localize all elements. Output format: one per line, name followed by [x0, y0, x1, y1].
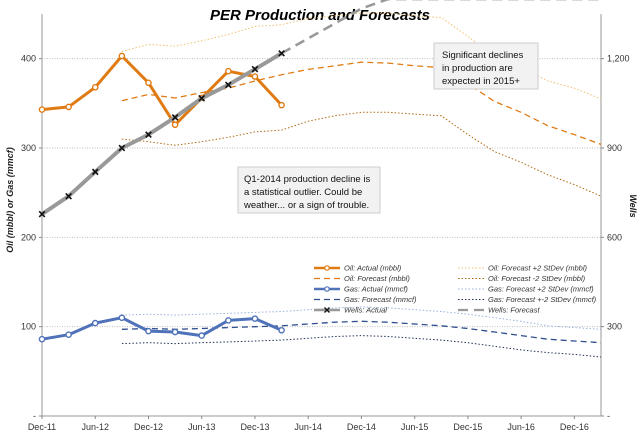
data-point-gas-actual-mmcf — [118, 314, 126, 322]
legend-marker-gas-actual-mmcf — [324, 286, 330, 292]
data-point-oil-actual-mbbl — [38, 106, 46, 113]
series-line-wells-actual — [40, 51, 283, 216]
data-point-oil-actual-mbbl — [278, 101, 285, 109]
data-point-oil-actual-mbbl — [65, 103, 72, 111]
right-axis-title: Wells — [628, 194, 638, 217]
data-point-oil-actual-mbbl — [145, 79, 152, 87]
x-tick-label: Dec-12 — [134, 422, 163, 432]
x-tick-label: Jun-13 — [188, 422, 216, 432]
x-tick-label: Dec-13 — [240, 422, 269, 432]
x-tick-label: Jun-15 — [401, 422, 429, 432]
right-tick-label: 900 — [607, 143, 622, 153]
legend-label-oil-actual-mbbl: Oil: Actual (mbbl) — [344, 264, 402, 273]
series-line-oil-forecast-mbbl — [121, 61, 602, 146]
left-tick-label: 100 — [21, 322, 36, 332]
legend-label-gas-forecast-2-stdev-mmcf: Gas: Forecast +2 StDev (mmcf) — [488, 285, 594, 294]
left-tick-label: - — [33, 411, 36, 421]
legend-label-gas-actual-mmcf: Gas: Actual (mmcf) — [344, 285, 408, 294]
tick-labels: - - 100 300 200 600 300 900 400 1,200 Dec-11 Jun-12… — [21, 54, 630, 432]
right-tick-label: - — [607, 411, 610, 421]
series-line-oil-forecast-2-stdev-mbbl — [121, 12, 602, 100]
annotation-outlier-box — [237, 166, 381, 214]
data-point-wells-actual — [91, 168, 99, 176]
data-point-wells-actual — [65, 192, 72, 200]
legend-label-oil-forecast-2-stdev-mbbl: Oil: Forecast +2 StDev (mbbl) — [488, 264, 587, 273]
data-point-gas-actual-mmcf — [171, 328, 179, 336]
legend-label-oil-forecast-mbbl: Oil: Forecast (mbbl) — [344, 274, 410, 283]
data-point-oil-actual-mbbl — [225, 67, 232, 75]
data-point-gas-actual-mmcf — [198, 332, 206, 339]
data-point-gas-actual-mmcf — [278, 326, 285, 334]
legend: Oil: Actual (mbbl)Oil: Forecast (mbbl) Ga… — [314, 264, 597, 315]
data-point-wells-actual — [198, 94, 206, 102]
right-tick-label: 600 — [607, 232, 622, 242]
x-tick-label: Dec-11 — [28, 422, 56, 432]
series-line-gas-actual-mmcf — [41, 316, 283, 341]
series-line-gas-forecast-2-stdev-mmcf — [121, 306, 602, 330]
data-point-gas-actual-mmcf — [38, 335, 46, 343]
annotation-outlier: Q1-2014 production decline is a statisti… — [237, 166, 381, 214]
series-line-oil-actual-mbbl — [41, 54, 283, 127]
data-point-gas-actual-mmcf — [65, 331, 72, 339]
series-line-gas-forecast-mmcf — [121, 320, 602, 344]
legend-label-wells-actual: Wells: Actual — [344, 306, 387, 315]
data-point-wells-actual — [278, 49, 285, 57]
annotation-decline-line-3: expected in 2015+ — [442, 76, 520, 87]
series-layer — [38, 0, 602, 358]
data-point-oil-actual-mbbl — [118, 52, 126, 60]
data-point-oil-actual-mbbl — [171, 121, 179, 129]
data-point-gas-actual-mmcf — [225, 317, 232, 324]
left-tick-label: 400 — [21, 54, 36, 64]
data-point-wells-actual — [118, 144, 126, 152]
data-point-gas-actual-mmcf — [145, 327, 152, 335]
x-tick-label: Dec-15 — [453, 422, 482, 432]
data-point-wells-actual — [171, 113, 179, 121]
annotation-outlier-line-2: a statistical outlier. Could be — [244, 187, 362, 198]
annotation-decline-line-1: Significant declines — [442, 50, 524, 61]
legend-marker-oil-actual-mbbl — [324, 265, 330, 271]
data-point-wells-actual — [251, 65, 259, 73]
data-point-wells-actual — [224, 81, 232, 89]
data-point-oil-actual-mbbl — [251, 73, 259, 80]
data-point-wells-actual — [38, 210, 46, 218]
x-tick-label: Dec-16 — [560, 422, 589, 432]
left-axis-title: Oil (mbbl) or Gas (mmcf) — [5, 147, 15, 253]
chart-title: PER Production and Forecasts — [210, 7, 430, 24]
legend-label-wells-forecast: Wells: Forecast — [488, 306, 540, 315]
x-tick-label: Jun-14 — [294, 422, 322, 432]
legend-label-oil-forecast-2-stdev-mbbl: Oil: Forecast -2 StDev (mbbl) — [488, 274, 586, 283]
series-line-gas-forecast-2-stdev-mmcf — [121, 335, 602, 358]
annotation-decline-line-2: in production are — [442, 63, 513, 74]
data-point-gas-actual-mmcf — [251, 315, 259, 322]
gridlines — [39, 58, 604, 417]
right-tick-label: 300 — [607, 322, 622, 332]
left-tick-label: 200 — [21, 232, 36, 242]
annotation-decline: Significant declines in production are e… — [433, 42, 539, 90]
data-point-oil-actual-mbbl — [91, 83, 99, 91]
legend-label-gas-forecast-mmcf: Gas: Forecast (mmcf) — [344, 295, 417, 304]
annotation-outlier-line-3: weather... or a sign of trouble. — [243, 200, 369, 211]
annotation-decline-box — [433, 42, 539, 90]
x-tick-label: Jun-16 — [507, 422, 535, 432]
data-point-wells-actual — [145, 131, 152, 138]
x-tick-label: Jun-12 — [81, 422, 109, 432]
x-tick-label: Dec-14 — [347, 422, 376, 432]
right-tick-label: 1,200 — [607, 54, 630, 64]
legend-label-gas-forecast-2-stdev-mmcf: Gas: Forecast +-2 StDev (mmcf) — [488, 295, 597, 304]
left-tick-label: 300 — [21, 143, 36, 153]
legend-marker-wells-actual — [324, 307, 330, 313]
data-point-gas-actual-mmcf — [91, 319, 99, 327]
annotation-outlier-line-1: Q1-2014 production decline is — [244, 174, 370, 185]
